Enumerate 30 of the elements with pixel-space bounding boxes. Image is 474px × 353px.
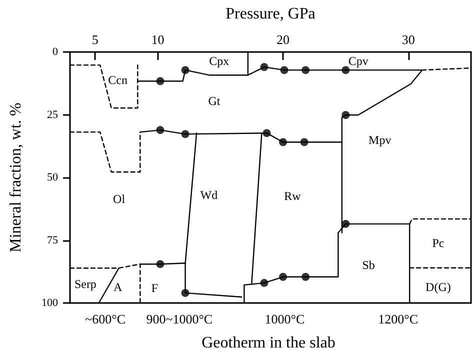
annotation: Ol <box>113 192 126 206</box>
text: ~600°C <box>85 312 126 326</box>
text: 900~1000°C <box>146 312 213 326</box>
x-tick-label: 20 <box>276 32 290 47</box>
annotation: A <box>114 280 123 294</box>
y-tick-label: 50 <box>47 172 58 184</box>
annotation: Rw <box>284 189 302 204</box>
y-axis-title: Mineral fraction, wt. % <box>8 102 24 252</box>
x-tick-label: 5 <box>92 32 98 47</box>
x-axis-title: Pressure, GPa <box>226 6 316 22</box>
annotation: Wd <box>200 188 218 202</box>
annotation: Mpv <box>368 132 392 147</box>
annotation: Gt <box>208 94 221 108</box>
text: Geotherm in the slab <box>202 334 336 352</box>
text: 1200°C <box>378 312 418 326</box>
x-tick-label: 10 <box>151 32 164 47</box>
x-tick-label: 30 <box>402 32 415 47</box>
annotation: Ccn <box>108 73 128 88</box>
annotation: Cpx <box>209 54 230 68</box>
y-tick-label: 25 <box>47 108 58 121</box>
annotation: F <box>151 280 158 295</box>
annotation: Pc <box>432 236 444 250</box>
y-tick-label: 75 <box>47 234 58 246</box>
annotation: Sb <box>362 258 375 272</box>
annotation: Serp <box>74 276 96 291</box>
y-tick-label: 0 <box>52 46 58 58</box>
text: 1000°C <box>264 312 305 326</box>
annotation: D(G) <box>426 280 451 294</box>
y-tick-label: 100 <box>42 297 58 309</box>
annotation: Cpv <box>348 54 368 68</box>
